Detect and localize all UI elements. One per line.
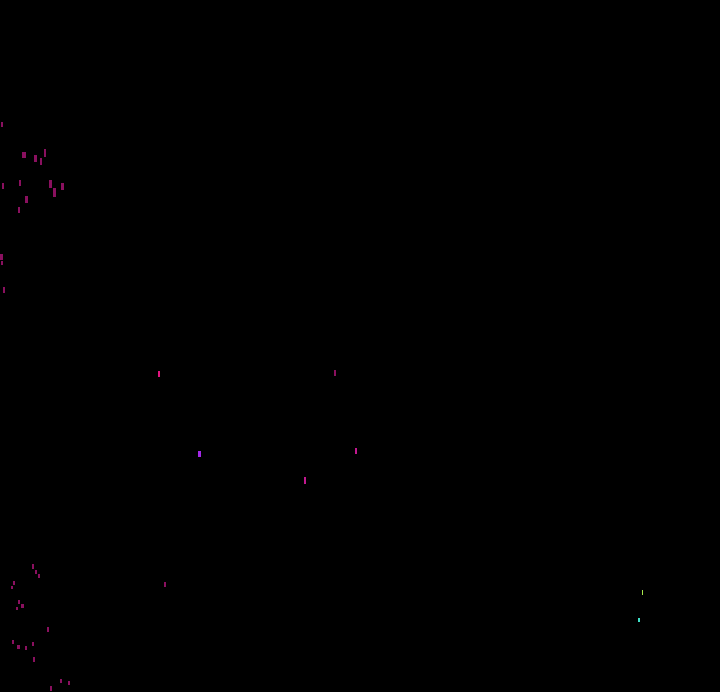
- fluorescent-speck: [53, 188, 56, 197]
- fluorescent-speck: [355, 448, 357, 454]
- fluorescent-speck: [11, 586, 13, 589]
- fluorescent-speck: [25, 646, 27, 650]
- fluorescent-speck: [38, 574, 40, 578]
- fluorescent-speck: [40, 158, 42, 165]
- fluorescent-speck: [19, 180, 21, 186]
- fluorescent-speck: [32, 564, 34, 569]
- fluorescent-speck: [68, 681, 70, 685]
- fluorescent-speck: [50, 686, 52, 691]
- fluorescent-speck: [49, 180, 52, 188]
- fluorescent-speck: [47, 627, 49, 632]
- fluorescent-speck: [13, 581, 15, 585]
- fluorescent-speck: [642, 590, 643, 595]
- fluorescent-speck: [61, 183, 64, 190]
- fluorescent-speck: [25, 196, 28, 203]
- fluorescent-speck: [18, 600, 20, 604]
- fluorescent-speck: [21, 604, 24, 608]
- fluorescent-speck: [18, 207, 20, 213]
- fluorescent-speck: [35, 570, 37, 574]
- fluorescent-speck: [1, 261, 3, 265]
- fluorescent-speck: [3, 287, 5, 293]
- fluorescent-speck: [16, 607, 18, 610]
- fluorescent-speck: [22, 152, 26, 158]
- fluorescent-speck: [32, 642, 34, 646]
- fluorescent-speck: [60, 679, 62, 683]
- fluorescent-speck: [304, 477, 306, 484]
- fluorescent-speck: [164, 582, 166, 587]
- fluorescent-speck: [33, 657, 35, 662]
- fluorescent-speck: [334, 370, 336, 376]
- fluorescent-speck: [198, 451, 201, 457]
- fluorescent-speck: [0, 254, 3, 260]
- fluorescent-speck: [638, 618, 640, 622]
- fluorescent-speck: [158, 371, 160, 377]
- fluorescent-speck: [2, 183, 4, 189]
- fluorescent-speck: [17, 645, 20, 649]
- fluorescent-speck: [12, 640, 14, 644]
- fluorescent-speck: [34, 155, 37, 162]
- fluorescent-speck: [44, 149, 46, 157]
- fluorescent-speck: [1, 122, 3, 127]
